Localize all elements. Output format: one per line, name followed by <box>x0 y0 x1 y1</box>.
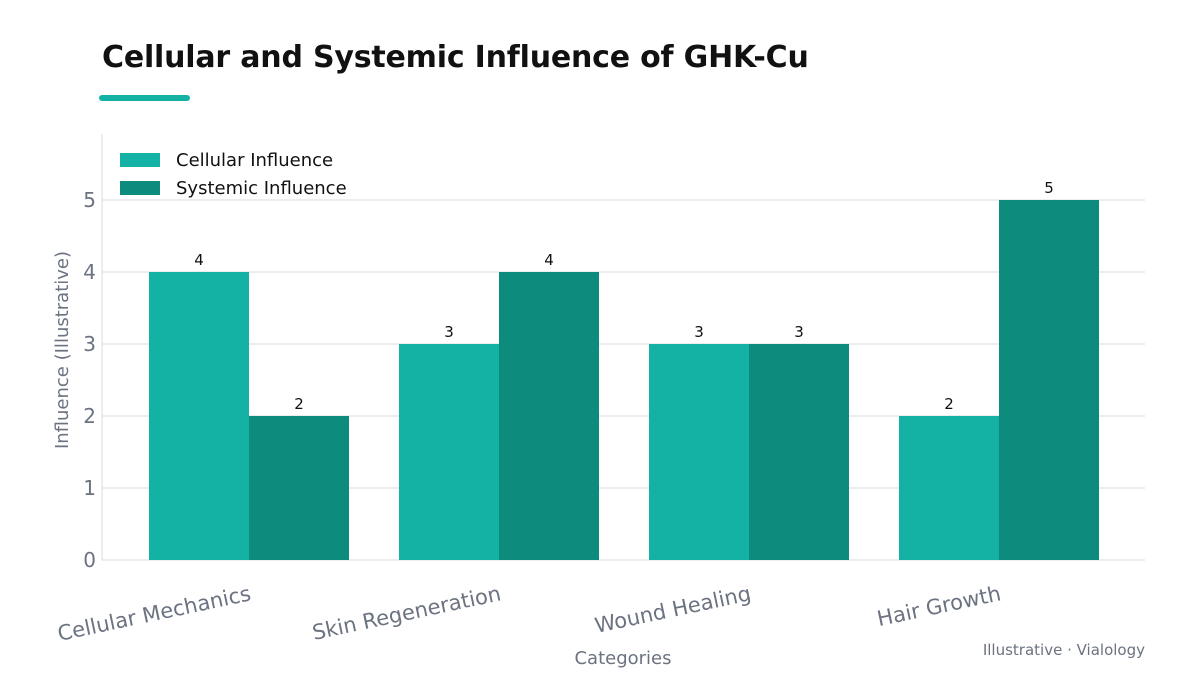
y-tick-label: 1 <box>83 476 96 500</box>
bar-cellular <box>149 272 249 560</box>
data-label: 3 <box>794 323 804 341</box>
legend: Cellular Influence Systemic Influence <box>120 150 347 199</box>
chart-title: Cellular and Systemic Influence of GHK-C… <box>102 40 809 75</box>
y-tick-label: 4 <box>83 260 96 284</box>
x-axis-label: Categories <box>574 648 671 669</box>
y-tick-label: 3 <box>83 332 96 356</box>
footer-note: Illustrative · Vialology <box>983 641 1145 659</box>
title-underline <box>99 95 190 101</box>
bars <box>149 200 1099 560</box>
x-tick-label: Wound Healing <box>593 581 753 638</box>
bar-systemic <box>499 272 599 560</box>
data-label: 3 <box>694 323 704 341</box>
bar-systemic <box>749 344 849 560</box>
bar-systemic <box>999 200 1099 560</box>
data-label: 2 <box>944 395 954 413</box>
y-tick-label: 0 <box>83 548 96 572</box>
data-label: 4 <box>194 251 204 269</box>
bar-cellular <box>399 344 499 560</box>
legend-swatch <box>120 153 160 167</box>
bar-cellular <box>899 416 999 560</box>
y-tick-label: 2 <box>83 404 96 428</box>
y-tick-label: 5 <box>83 188 96 212</box>
data-label: 2 <box>294 395 304 413</box>
x-tick-label: Skin Regeneration <box>310 581 503 644</box>
x-tick-label: Cellular Mechanics <box>55 581 253 645</box>
bar-systemic <box>249 416 349 560</box>
bar-cellular <box>649 344 749 560</box>
legend-swatch <box>120 181 160 195</box>
y-axis-label: Influence (Illustrative) <box>52 251 73 449</box>
x-tick-label: Hair Growth <box>875 581 1003 631</box>
data-label: 3 <box>444 323 454 341</box>
data-label: 5 <box>1044 179 1054 197</box>
legend-label: Cellular Influence <box>176 150 333 171</box>
legend-label: Systemic Influence <box>176 178 347 199</box>
data-label: 4 <box>544 251 554 269</box>
data-labels: 4 2 3 4 3 3 2 5 <box>194 179 1054 413</box>
